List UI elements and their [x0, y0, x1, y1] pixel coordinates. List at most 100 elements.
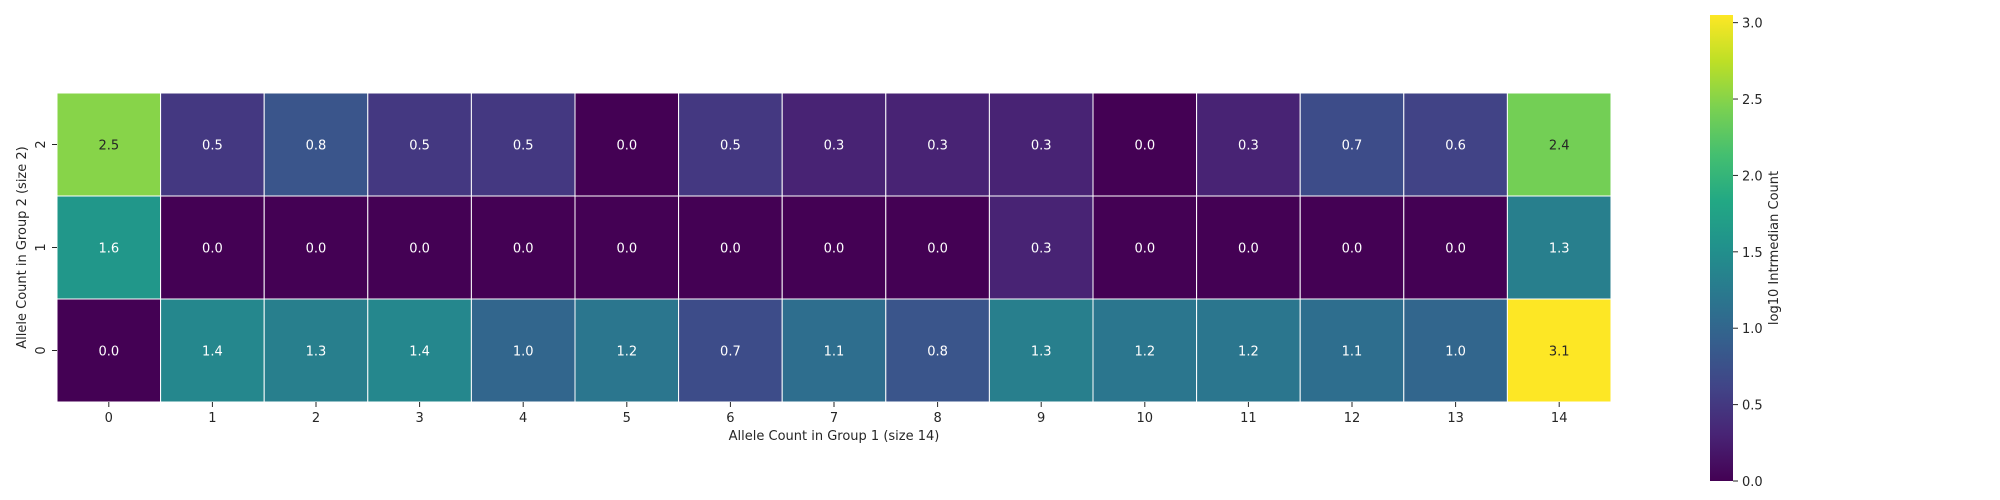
cell-value-label: 1.4: [409, 345, 430, 360]
heatmap-cell: [470, 92, 576, 197]
cell-value-label: 0.3: [1238, 139, 1259, 154]
cell-value-label: 1.3: [306, 345, 327, 360]
heatmap-cell: [470, 195, 576, 300]
x-tick-label: 7: [830, 411, 838, 426]
colorbar-tick-label: 2.0: [1742, 169, 1763, 184]
colorbar-tick-label: 0.0: [1742, 475, 1763, 490]
cell-value-label: 0.0: [202, 242, 223, 257]
cell-value-label: 1.3: [1549, 242, 1570, 257]
cell-value-label: 0.5: [720, 139, 741, 154]
cell-value-label: 1.2: [1134, 345, 1155, 360]
cell-value-label: 1.2: [616, 345, 637, 360]
cell-value-label: 1.4: [202, 345, 223, 360]
x-tick-label: 8: [933, 411, 941, 426]
cell-value-label: 0.0: [1238, 242, 1259, 257]
cell-value-label: 0.7: [720, 345, 741, 360]
cell-value-label: 1.3: [1031, 345, 1052, 360]
heatmap-cell: [1196, 195, 1301, 300]
colorbar: [1710, 15, 1733, 481]
heatmap-cell: [885, 298, 990, 403]
heatmap-cell: [988, 195, 1094, 300]
heatmap-cell: [988, 92, 1094, 197]
heatmap-cell: [1506, 195, 1612, 300]
cell-value-label: 2.4: [1549, 139, 1570, 154]
y-tick-label: 2: [34, 140, 49, 148]
y-axis-ticks: 2 1 0: [34, 140, 57, 355]
heatmap-cell: [1299, 195, 1405, 300]
cell-value-label: 0.0: [98, 345, 119, 360]
heatmap-cell: [263, 195, 369, 300]
heatmap-cell: [1403, 92, 1508, 197]
heatmap-cell: [781, 195, 887, 300]
cell-value-label: 0.0: [1342, 242, 1363, 257]
cell-value-label: 0.0: [1445, 242, 1466, 257]
heatmap-cell: [367, 92, 472, 197]
cell-value-label: 1.2: [1238, 345, 1259, 360]
cell-value-label: 1.1: [1342, 345, 1363, 360]
heatmap-cell: [1299, 92, 1405, 197]
heatmap-cell: [678, 195, 783, 300]
cell-value-label: 0.7: [1342, 139, 1363, 154]
colorbar-ticks: 0.0 0.5 1.0 1.5 2.0 2.5 3.0: [1733, 17, 1763, 490]
heatmap-cell: [1506, 298, 1612, 403]
heatmap-cell: [1196, 298, 1301, 403]
heatmap-cell: [1196, 92, 1301, 197]
cell-value-label: 0.0: [824, 242, 845, 257]
cell-value-label: 3.1: [1549, 345, 1570, 360]
cell-value-label: 0.5: [513, 139, 534, 154]
y-axis-label: Allele Count in Group 2 (size 2): [15, 146, 30, 348]
cell-value-label: 1.0: [1445, 345, 1466, 360]
cell-value-label: 1.1: [824, 345, 845, 360]
x-tick-label: 2: [312, 411, 320, 426]
y-tick-label: 0: [34, 346, 49, 354]
cell-value-label: 0.5: [409, 139, 430, 154]
heatmap-cell: [160, 92, 265, 197]
cell-value-label: 0.0: [616, 139, 637, 154]
heatmap-cell: [1403, 195, 1508, 300]
x-tick-label: 14: [1551, 411, 1568, 426]
x-tick-label: 4: [519, 411, 527, 426]
x-tick-label: 11: [1240, 411, 1257, 426]
cell-value-label: 0.0: [720, 242, 741, 257]
cell-value-label: 0.0: [927, 242, 948, 257]
heatmap-cell: [56, 92, 162, 197]
cell-value-label: 0.0: [513, 242, 534, 257]
x-tick-label: 6: [726, 411, 734, 426]
x-tick-label: 9: [1037, 411, 1045, 426]
colorbar-tick-label: 1.0: [1742, 322, 1763, 337]
cell-value-label: 0.5: [202, 139, 223, 154]
x-tick-label: 3: [415, 411, 423, 426]
cell-value-label: 0.0: [306, 242, 327, 257]
heatmap-cell: [1506, 92, 1612, 197]
heatmap-cell: [574, 92, 680, 197]
heatmap-cell: [678, 298, 783, 403]
x-tick-label: 0: [105, 411, 113, 426]
heatmap-cell: [988, 298, 1094, 403]
heatmap-cell: [367, 195, 472, 300]
x-tick-label: 13: [1447, 411, 1464, 426]
heatmap-cell: [574, 195, 680, 300]
cell-value-label: 0.0: [1134, 242, 1155, 257]
cell-value-label: 0.6: [1445, 139, 1466, 154]
heatmap-cell: [160, 195, 265, 300]
heatmap-cell: [781, 92, 887, 197]
colorbar-tick-label: 0.5: [1742, 399, 1763, 414]
x-tick-label: 10: [1137, 411, 1154, 426]
cell-value-label: 0.3: [1031, 242, 1052, 257]
x-tick-label: 1: [208, 411, 216, 426]
cell-value-label: 0.3: [1031, 139, 1052, 154]
colorbar-label: log10 Intrmedian Count: [1767, 171, 1782, 325]
cell-value-label: 1.6: [98, 242, 119, 257]
heatmap-cells: 2.5 0.5 0.8 0.5 0.5 0.0 0.5 0.3 0.3 0.3 0.0 0.3 0.7 0…: [56, 92, 1612, 403]
cell-value-label: 0.3: [927, 139, 948, 154]
cell-value-label: 0.8: [306, 139, 327, 154]
heatmap-cell: [470, 298, 576, 403]
colorbar-tick-label: 1.5: [1742, 246, 1763, 261]
x-axis-ticks: 0 1 2 3 4 5 6 7 8 9 10 11 12 13 14: [105, 402, 1568, 426]
cell-value-label: 0.0: [1134, 139, 1155, 154]
y-tick-label: 1: [34, 243, 49, 251]
cell-value-label: 1.0: [513, 345, 534, 360]
x-axis-label: Allele Count in Group 1 (size 14): [729, 429, 940, 444]
cell-value-label: 2.5: [98, 139, 119, 154]
